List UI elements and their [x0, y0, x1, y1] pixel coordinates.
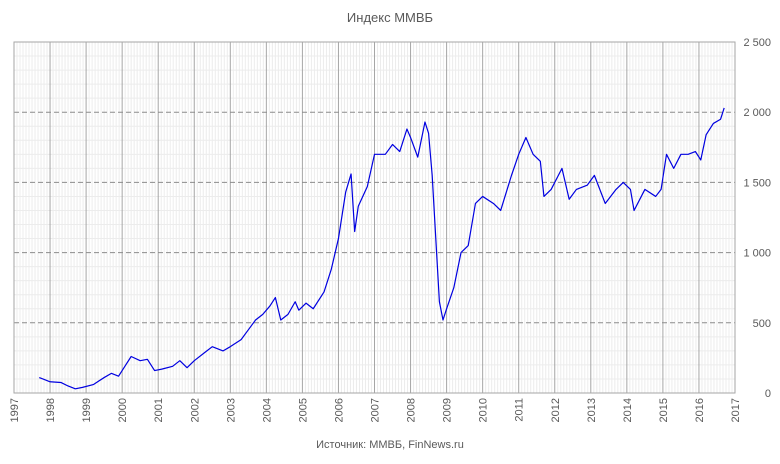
y-tick-label: 1 000	[743, 248, 771, 260]
x-tick-label: 2001	[153, 398, 165, 422]
y-tick-label: 0	[765, 388, 771, 400]
x-tick-label: 2008	[406, 398, 418, 422]
x-tick-label: 2002	[189, 398, 201, 422]
chart-title: Индекс ММВБ	[347, 10, 433, 25]
x-tick-label: 2004	[261, 398, 273, 422]
y-tick-label: 2 500	[743, 37, 771, 49]
plot-border	[13, 41, 736, 394]
x-tick-label: 2006	[333, 398, 345, 422]
x-tick-label: 2017	[730, 398, 742, 422]
x-tick-label: 2015	[658, 398, 670, 422]
x-tick-label: 1999	[81, 398, 93, 422]
y-tick-label: 1 500	[743, 177, 771, 189]
x-tick-label: 2003	[225, 398, 237, 422]
x-tick-label: 2016	[694, 398, 706, 422]
x-tick-label: 2012	[550, 398, 562, 422]
x-tick-label: 2010	[478, 398, 490, 422]
x-tick-label: 1997	[9, 398, 21, 422]
y-tick-label: 2 000	[743, 107, 771, 119]
x-tick-label: 2014	[622, 398, 634, 422]
x-tick-label: 2013	[586, 398, 598, 422]
source-note: Источник: ММВБ, FinNews.ru	[316, 439, 464, 451]
x-tick-label: 2000	[117, 398, 129, 422]
x-tick-label: 2011	[514, 398, 526, 422]
x-tick-label: 2009	[442, 398, 454, 422]
x-tick-label: 1998	[45, 398, 57, 422]
x-tick-label: 2005	[297, 398, 309, 422]
x-tick-label: 2007	[370, 398, 382, 422]
line-series	[39, 107, 725, 390]
y-tick-label: 500	[753, 318, 771, 330]
